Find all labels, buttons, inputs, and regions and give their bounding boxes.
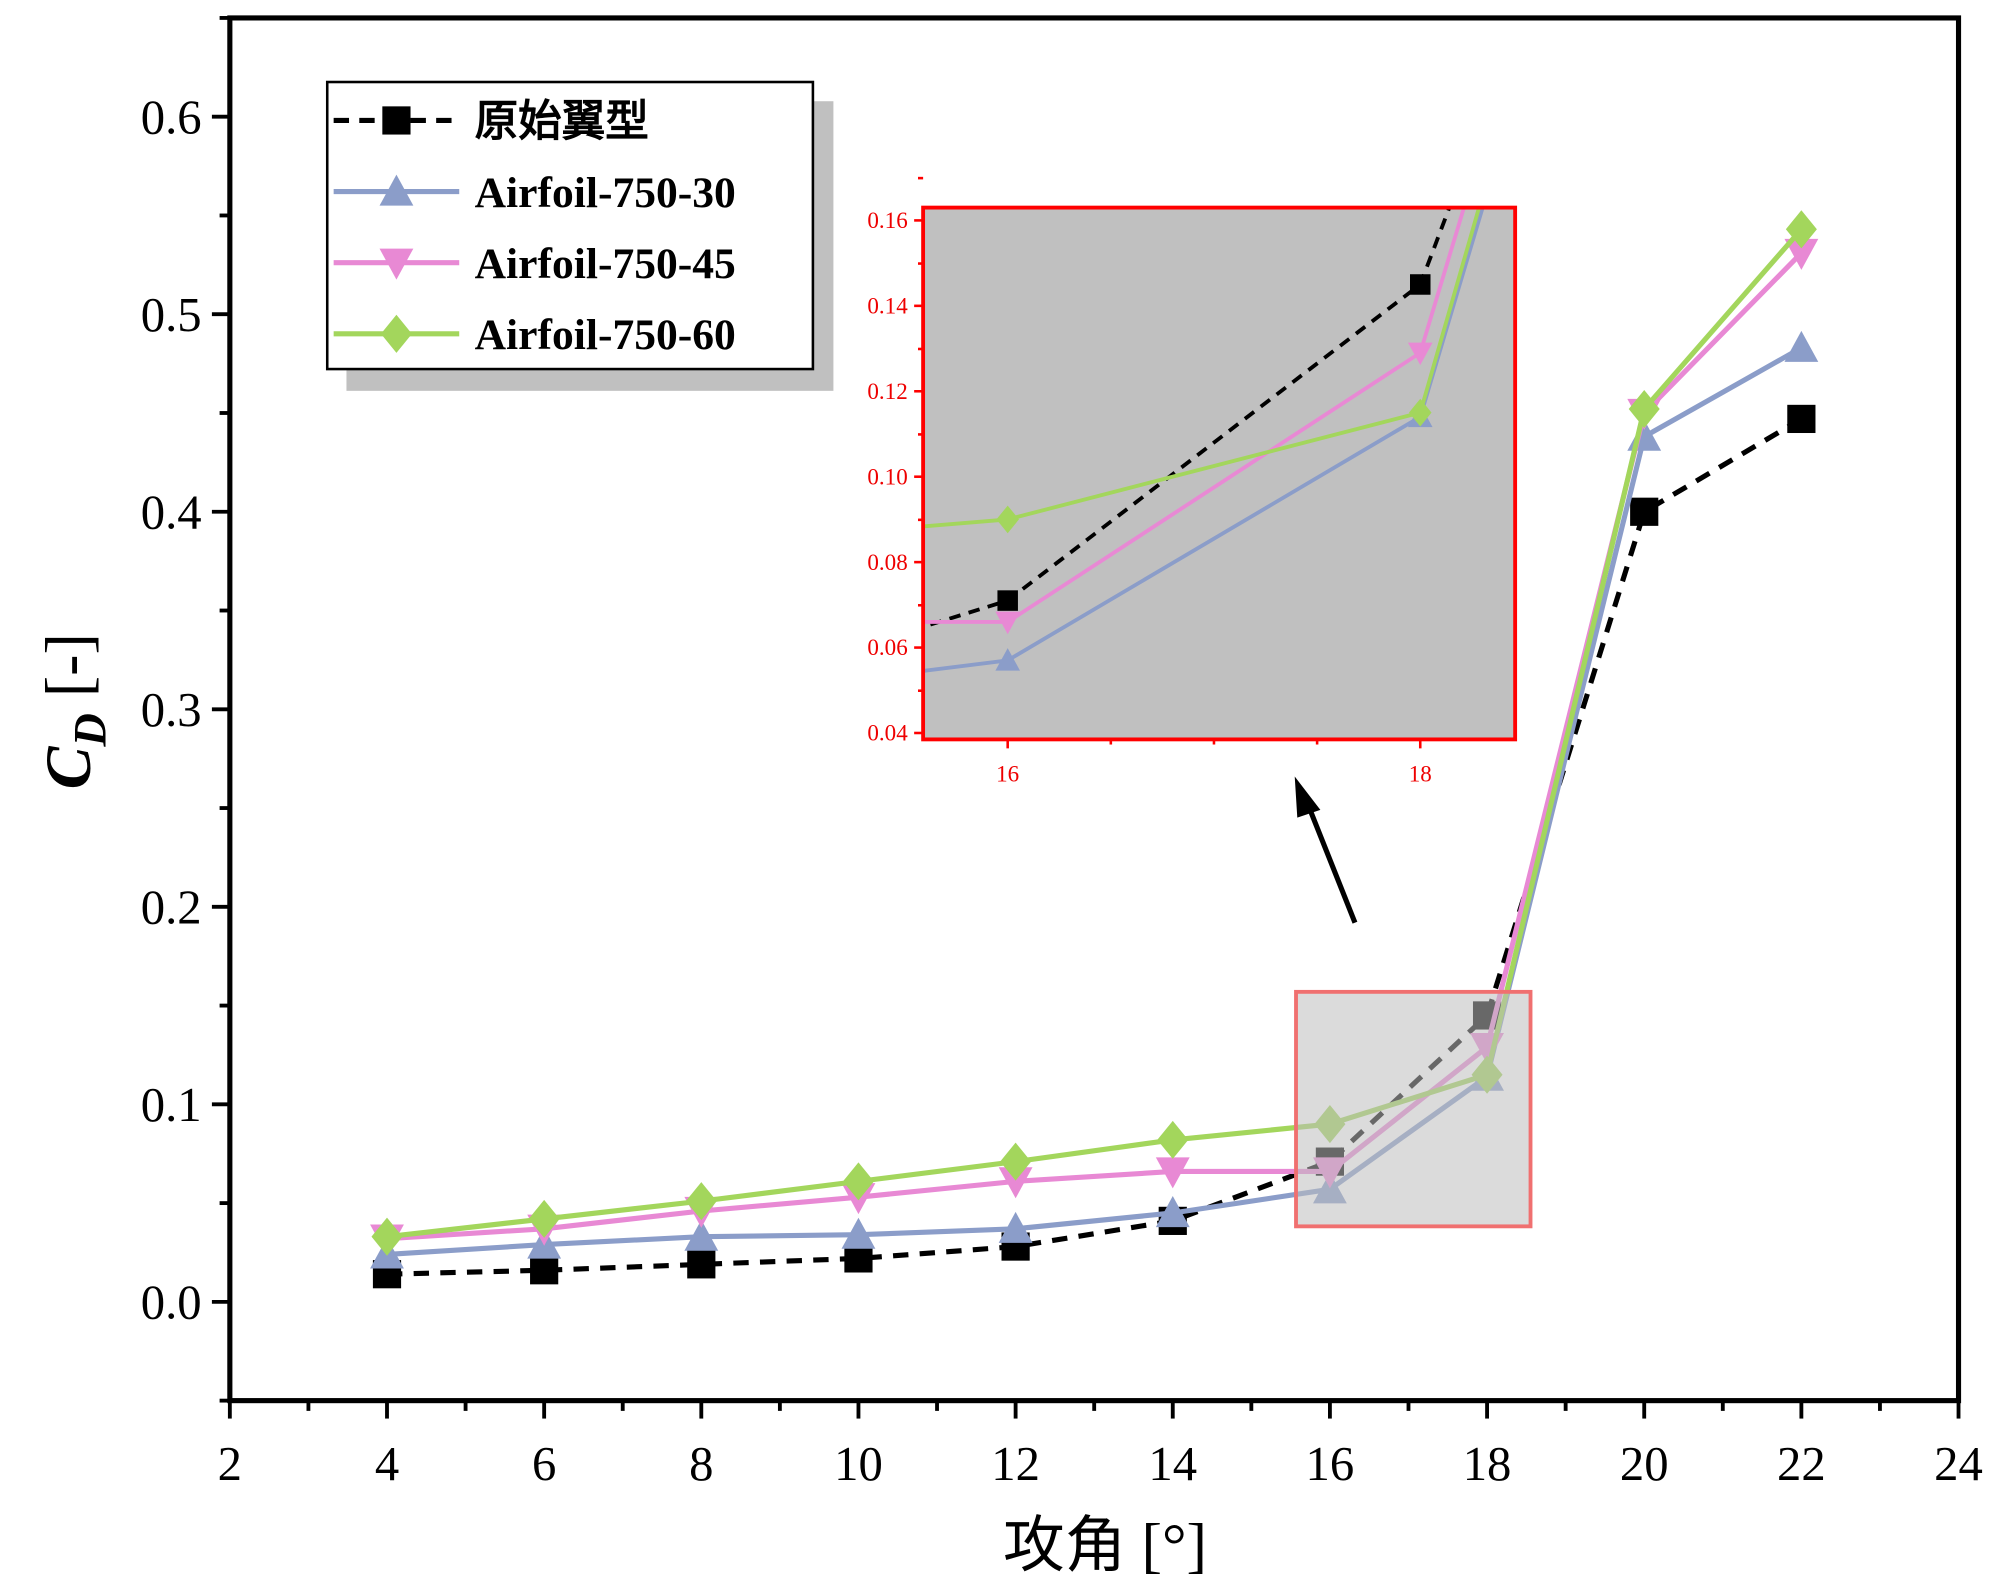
x-tick-label: 14	[1148, 1437, 1197, 1491]
y-tick-label: 0.2	[141, 880, 202, 934]
inset-y-tick-label: 0.16	[867, 207, 907, 233]
data-point	[583, 699, 608, 722]
data-point	[685, 1182, 717, 1221]
y-axis-label-main: C	[33, 745, 104, 789]
x-tick-label: 2	[218, 1437, 242, 1491]
legend-marker	[379, 248, 414, 280]
data-point	[844, 1244, 873, 1273]
zoom-arrow	[1302, 796, 1358, 924]
data-point	[684, 1219, 719, 1251]
inset-y-tick-label: 0.12	[867, 378, 907, 404]
x-axis-label: 攻角 [°]	[1003, 1512, 1207, 1580]
y-axis-label-sub: D	[65, 713, 116, 747]
x-tick-label: 18	[1463, 1437, 1512, 1491]
series-line-Airfoil-750-30	[386, 345, 1803, 1258]
data-point	[1407, 342, 1433, 366]
legend-label: Airfoil-750-60	[475, 311, 736, 359]
data-point	[1785, 210, 1817, 249]
data-point	[1410, 274, 1431, 295]
data-point	[998, 1167, 1033, 1199]
zoom-rectangle	[1294, 989, 1533, 1229]
inset-y-tick-label: 0.14	[867, 293, 908, 319]
data-point	[170, 633, 195, 656]
x-tick-label: 4	[375, 1437, 399, 1491]
x-tick-label: 8	[689, 1437, 713, 1491]
data-point	[995, 648, 1020, 671]
data-point	[1784, 238, 1819, 270]
y-tick-label: 0.4	[141, 485, 202, 539]
legend-label: Airfoil-750-45	[475, 240, 736, 288]
inset-plot: 16 18 0.04 0.06 0.08 0.10 0.12 0.14 0.16	[170, 176, 1518, 795]
zoom-arrow-head	[1294, 776, 1321, 818]
data-point	[171, 587, 194, 615]
x-tick-label: 24	[1934, 1437, 1983, 1491]
data-point	[998, 1211, 1033, 1243]
inset-y-tick-label: 0.10	[867, 463, 907, 489]
legend-label: Airfoil-750-30	[475, 169, 736, 217]
data-point	[585, 718, 606, 739]
data-point	[1000, 1142, 1032, 1181]
data-point	[1157, 1120, 1189, 1159]
zoom-region-highlight	[1294, 989, 1533, 1229]
series-markers	[170, 342, 1433, 656]
y-tick-label: 0.3	[141, 683, 202, 737]
inset-frame	[921, 205, 1518, 742]
series-markers	[172, 274, 1431, 795]
data-point	[1784, 330, 1819, 362]
data-point	[687, 1250, 716, 1279]
data-point	[1787, 404, 1816, 434]
y-tick-label: 0.1	[141, 1078, 202, 1132]
data-point	[996, 505, 1019, 534]
data-point	[1628, 390, 1660, 429]
legend-marker	[379, 174, 414, 206]
x-tick-label: 22	[1777, 1437, 1826, 1491]
data-point	[1155, 1157, 1190, 1189]
data-point	[841, 1217, 876, 1249]
legend-marker	[382, 106, 411, 135]
data-point	[172, 774, 193, 795]
data-point	[1630, 497, 1659, 526]
data-point	[842, 1162, 874, 1201]
legend: 原始翼型 Airfoil-750-30 Airfoil-750-45 Airfoil-…	[325, 80, 834, 391]
x-tick-label: 12	[991, 1437, 1040, 1491]
x-tick-label: 20	[1620, 1437, 1669, 1491]
x-tick-label: 10	[834, 1437, 883, 1491]
data-point	[371, 1217, 403, 1256]
y-tick-label: 0.5	[141, 288, 202, 342]
data-point	[583, 612, 608, 635]
y-tick-label: 0.6	[141, 90, 202, 144]
inset-y-tick-label: 0.06	[867, 634, 907, 660]
x-tick-label: 16	[1306, 1437, 1355, 1491]
legend-label: 原始翼型	[475, 98, 649, 146]
y-tick-label: 0.0	[141, 1276, 202, 1330]
data-point	[528, 1199, 560, 1238]
data-point	[584, 540, 607, 568]
inset-x-tick-label: 16	[996, 761, 1019, 787]
data-point	[1155, 1196, 1190, 1228]
series-markers	[371, 210, 1817, 1256]
inset-x-tick-label: 18	[1409, 761, 1432, 787]
x-tick-label: 6	[532, 1437, 556, 1491]
series-line-Airfoil-750-60	[386, 227, 1804, 1240]
data-point	[530, 1256, 559, 1285]
y-axis-label: CD [-]	[33, 633, 115, 789]
data-point	[995, 611, 1020, 635]
inset-y-tick-label: 0.04	[867, 720, 908, 746]
series-line-Airfoil-750-45	[386, 251, 1804, 1242]
data-point	[997, 590, 1018, 611]
y-axis-label-unit: [-]	[33, 633, 104, 713]
inset-y-tick-label: 0.08	[867, 549, 907, 575]
